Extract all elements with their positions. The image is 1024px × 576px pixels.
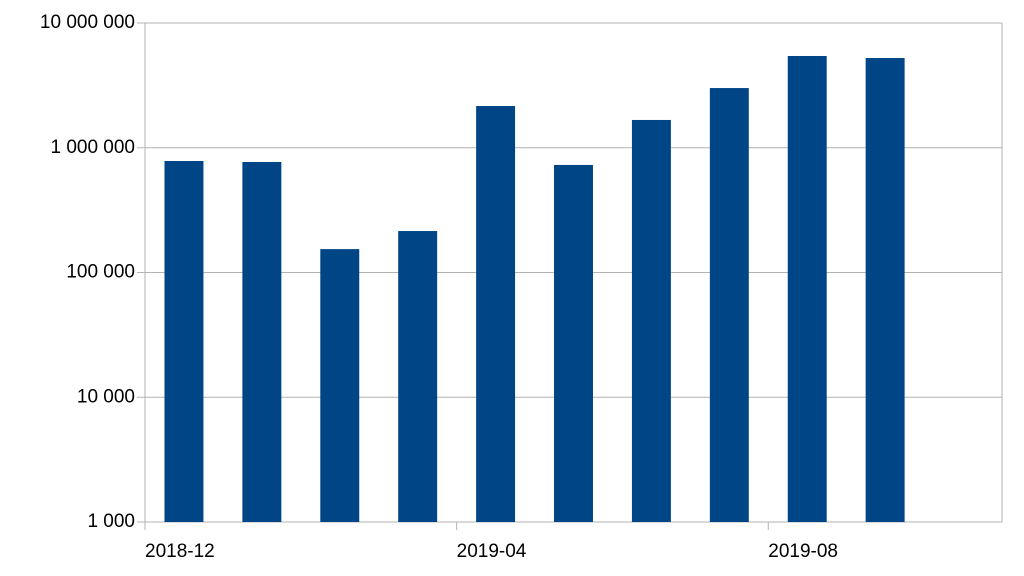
y-tick-label: 10 000 000 <box>40 12 135 33</box>
bar <box>164 161 204 522</box>
x-tick-label: 2019-08 <box>768 541 838 562</box>
bar <box>631 119 671 522</box>
x-tick-label: 2018-12 <box>145 541 215 562</box>
x-tick-label: 2019-04 <box>457 541 527 562</box>
y-tick-label: 10 000 <box>77 386 135 407</box>
bar <box>242 161 282 522</box>
bar <box>709 88 749 522</box>
bar <box>398 231 438 522</box>
y-tick-label: 100 000 <box>66 262 135 283</box>
bar <box>554 164 593 523</box>
bar <box>476 106 516 523</box>
y-tick-label: 1 000 <box>87 511 135 532</box>
bar <box>320 249 360 522</box>
bar <box>787 55 827 522</box>
bar <box>865 58 905 522</box>
y-tick-label: 1 000 000 <box>50 137 135 158</box>
